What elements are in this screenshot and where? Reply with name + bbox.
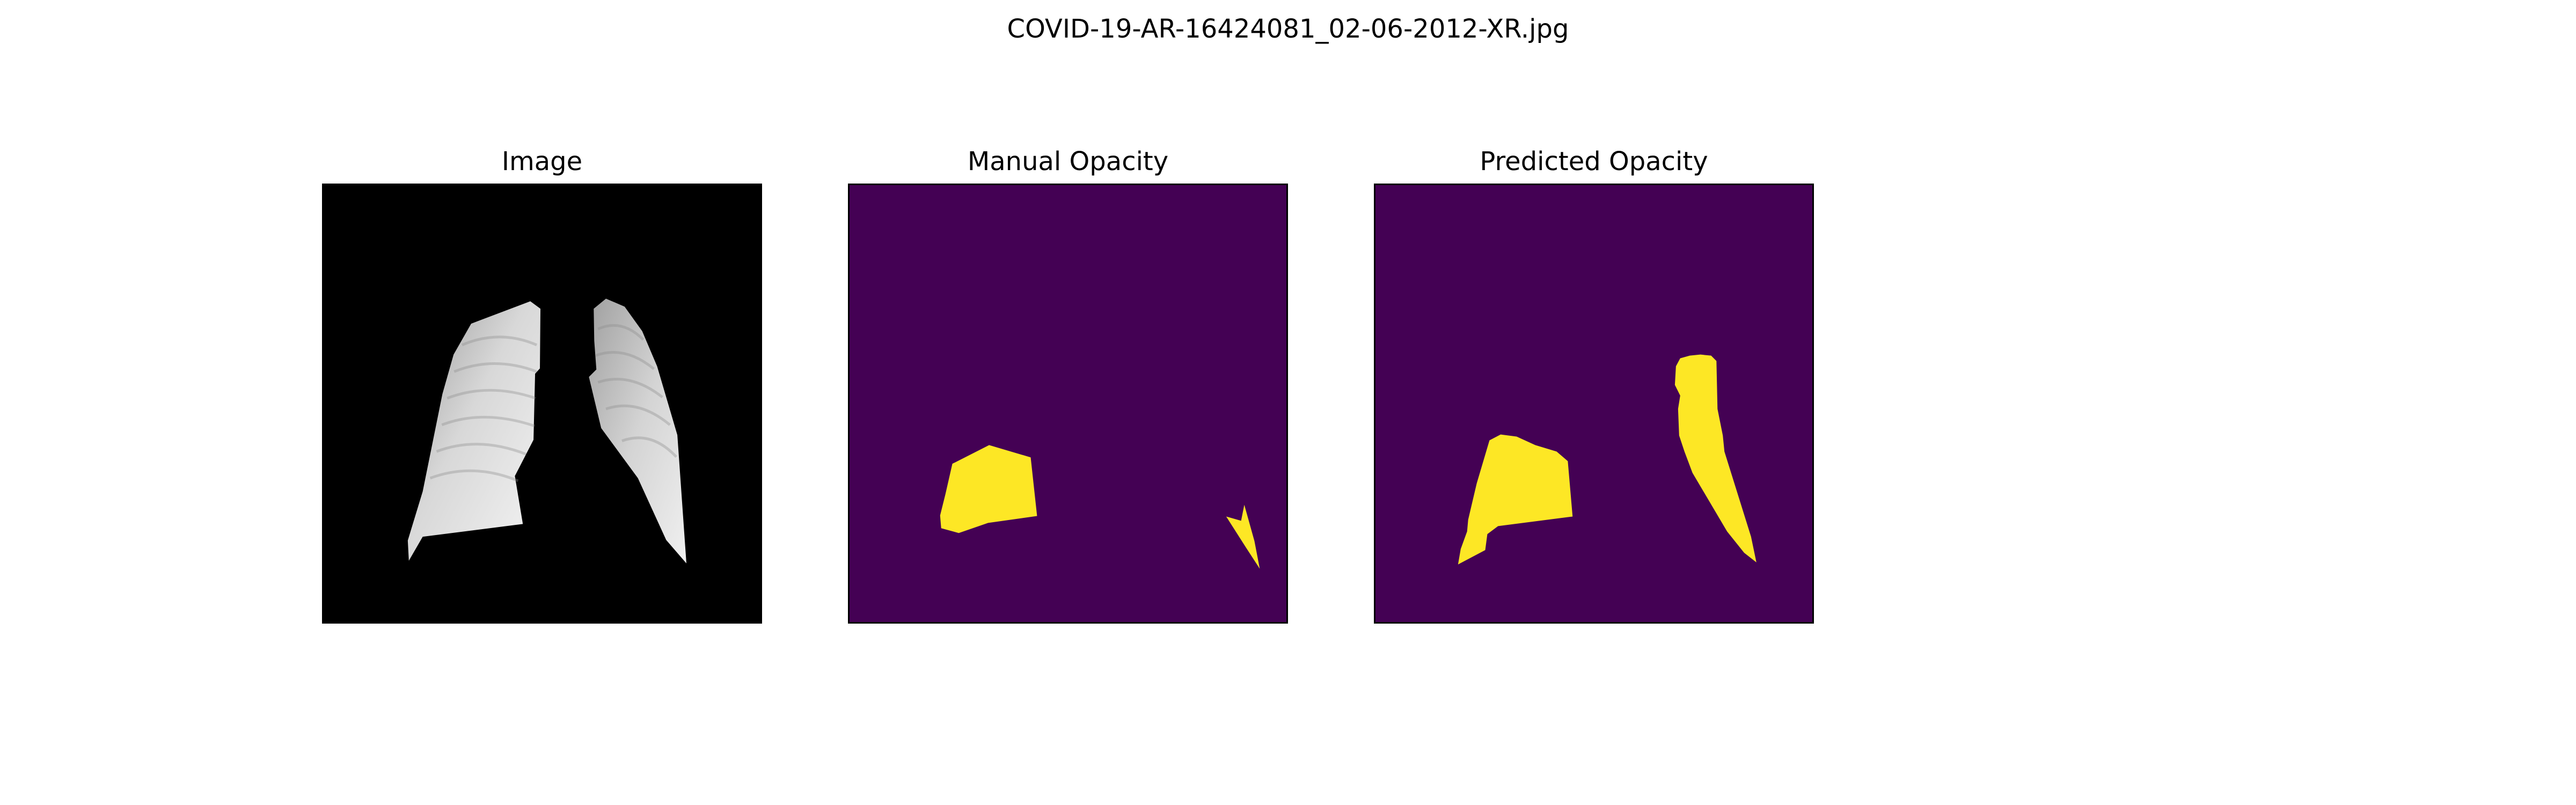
figure-title: COVID-19-AR-16424081_02-06-2012-XR.jpg	[1007, 14, 1569, 44]
mask-background	[1375, 185, 1812, 622]
predicted-opacity-region-left	[1458, 434, 1573, 565]
xray-image-panel	[322, 184, 762, 624]
predicted-opacity-panel-title: Predicted Opacity	[1480, 147, 1708, 177]
image-background	[324, 185, 760, 622]
predicted-opacity-region-right	[1674, 354, 1757, 562]
predicted-opacity-panel	[1374, 184, 1814, 624]
predicted-opacity-mask	[1375, 185, 1812, 622]
image-panel-title: Image	[501, 147, 583, 177]
manual-opacity-mask	[850, 185, 1286, 622]
mask-background	[850, 185, 1286, 622]
left-lung-region	[407, 301, 541, 561]
manual-opacity-panel	[848, 184, 1288, 624]
manual-opacity-panel-title: Manual Opacity	[967, 147, 1169, 177]
manual-opacity-region-left	[940, 445, 1037, 533]
rib-shadows	[429, 324, 677, 482]
manual-opacity-region-right	[1226, 504, 1260, 569]
right-lung-region	[589, 298, 687, 564]
xray-image	[324, 185, 760, 622]
